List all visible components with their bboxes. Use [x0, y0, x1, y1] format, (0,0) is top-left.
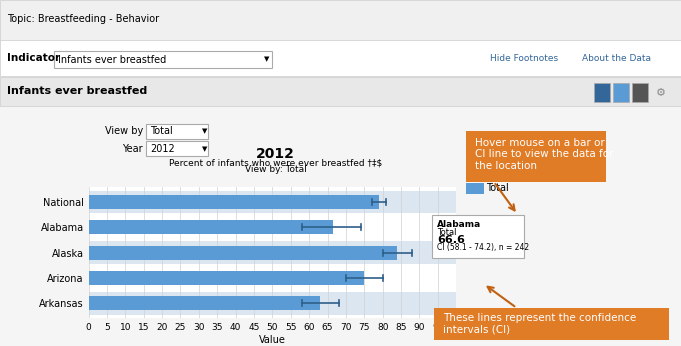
Text: About the Data: About the Data: [582, 54, 651, 63]
Text: Topic: Breastfeeding - Behavior: Topic: Breastfeeding - Behavior: [7, 14, 159, 24]
Text: Total: Total: [486, 183, 509, 193]
Bar: [89, 220, 334, 234]
Text: 2012: 2012: [256, 147, 296, 161]
X-axis label: Value: Value: [259, 335, 286, 345]
Text: View by: View by: [105, 127, 143, 136]
Text: Alabama: Alabama: [437, 220, 481, 229]
Bar: [89, 296, 320, 310]
Text: 2012: 2012: [150, 144, 174, 154]
Text: CI (58.1 - 74.2), n = 242: CI (58.1 - 74.2), n = 242: [437, 243, 529, 252]
Text: ▼: ▼: [202, 128, 208, 135]
Bar: [89, 266, 456, 289]
Bar: [89, 191, 456, 213]
Bar: [89, 246, 398, 260]
Bar: [89, 216, 456, 239]
Text: View by: Total: View by: Total: [245, 165, 306, 174]
Text: Total: Total: [150, 127, 172, 136]
Text: Infants ever breastfed: Infants ever breastfed: [7, 86, 147, 96]
Text: Year: Year: [123, 144, 143, 154]
Text: ⚙: ⚙: [656, 89, 666, 98]
Bar: [89, 195, 379, 209]
Bar: [89, 271, 364, 285]
Text: Hover mouse on a bar or
CI line to view the data for
the location: Hover mouse on a bar or CI line to view …: [475, 138, 613, 171]
Text: Hide Footnotes: Hide Footnotes: [490, 54, 558, 63]
Text: Indicator: Indicator: [7, 53, 60, 63]
Text: ▼: ▼: [264, 56, 270, 63]
Text: Infants ever breastfed: Infants ever breastfed: [58, 55, 166, 64]
Bar: [89, 241, 456, 264]
Text: 66.6: 66.6: [437, 235, 465, 245]
Text: These lines represent the confidence
intervals (CI): These lines represent the confidence int…: [443, 313, 636, 335]
Bar: [89, 292, 456, 315]
Text: Percent of infants who were ever breastfed †‡$: Percent of infants who were ever breastf…: [169, 159, 383, 168]
Text: ▼: ▼: [202, 146, 208, 152]
Text: Total: Total: [437, 228, 457, 237]
